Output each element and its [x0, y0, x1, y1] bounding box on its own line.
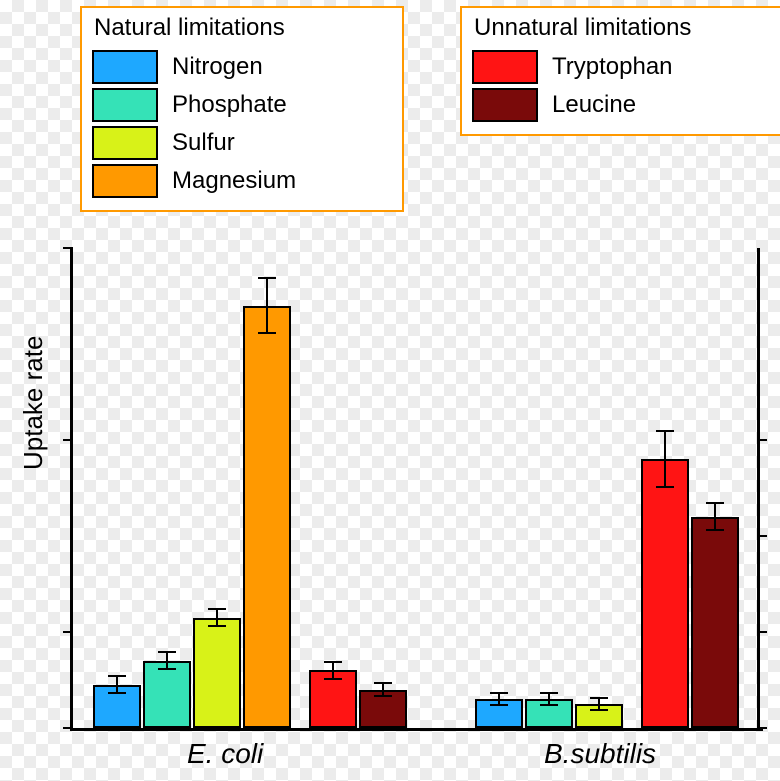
legend-unnatural-title: Unnatural limitations: [474, 14, 772, 42]
legend-swatch: [92, 88, 158, 122]
y-tick-right: [757, 631, 767, 633]
y-tick: [63, 439, 73, 441]
bar: [93, 685, 141, 728]
legend-swatch: [92, 164, 158, 198]
error-cap: [706, 502, 724, 504]
legend-item: Sulfur: [92, 124, 392, 162]
legend-item: Magnesium: [92, 162, 392, 200]
bar: [691, 517, 739, 728]
bar: [143, 661, 191, 728]
bar: [475, 699, 523, 728]
chart-area: E. coli B.subtilis: [70, 248, 760, 728]
legend-label: Phosphate: [172, 91, 287, 119]
y-tick: [63, 247, 73, 249]
legend-item: Leucine: [472, 86, 772, 124]
error-cap: [590, 697, 608, 699]
x-label-ecoli: E. coli: [187, 738, 263, 770]
legend-item: Phosphate: [92, 86, 392, 124]
y-tick: [63, 727, 73, 729]
figure: Natural limitations Nitrogen Phosphate Sul…: [0, 0, 780, 781]
y-tick: [63, 631, 73, 633]
x-label-bsubtilis: B.subtilis: [544, 738, 656, 770]
error-cap: [374, 682, 392, 684]
plot-area: [70, 248, 763, 731]
bar: [359, 690, 407, 728]
bar: [309, 670, 357, 728]
error-cap: [108, 675, 126, 677]
bar: [193, 618, 241, 728]
legend-label: Leucine: [552, 91, 636, 119]
legend-unnatural: Unnatural limitations Tryptophan Leucine: [460, 6, 780, 136]
legend-swatch: [92, 126, 158, 160]
legend-swatch: [472, 88, 538, 122]
legend-item: Nitrogen: [92, 48, 392, 86]
legend-natural: Natural limitations Nitrogen Phosphate Sul…: [80, 6, 404, 212]
legend-label: Nitrogen: [172, 53, 263, 81]
y-tick-right: [757, 535, 767, 537]
legend-item: Tryptophan: [472, 48, 772, 86]
error-cap: [540, 692, 558, 694]
legend-label: Magnesium: [172, 167, 296, 195]
error-cap: [258, 277, 276, 279]
bar: [641, 459, 689, 728]
bar: [575, 704, 623, 728]
legend-label: Sulfur: [172, 129, 235, 157]
error-cap: [158, 651, 176, 653]
y-axis-label: Uptake rate: [18, 336, 49, 470]
right-axis: [757, 248, 760, 728]
error-cap: [490, 692, 508, 694]
legend-swatch: [472, 50, 538, 84]
bar: [525, 699, 573, 728]
y-tick-right: [757, 727, 767, 729]
error-cap: [656, 430, 674, 432]
legend-natural-title: Natural limitations: [94, 14, 392, 42]
y-tick-right: [757, 439, 767, 441]
bar: [243, 306, 291, 728]
error-cap: [324, 661, 342, 663]
legend-label: Tryptophan: [552, 53, 673, 81]
legend-swatch: [92, 50, 158, 84]
error-cap: [208, 608, 226, 610]
